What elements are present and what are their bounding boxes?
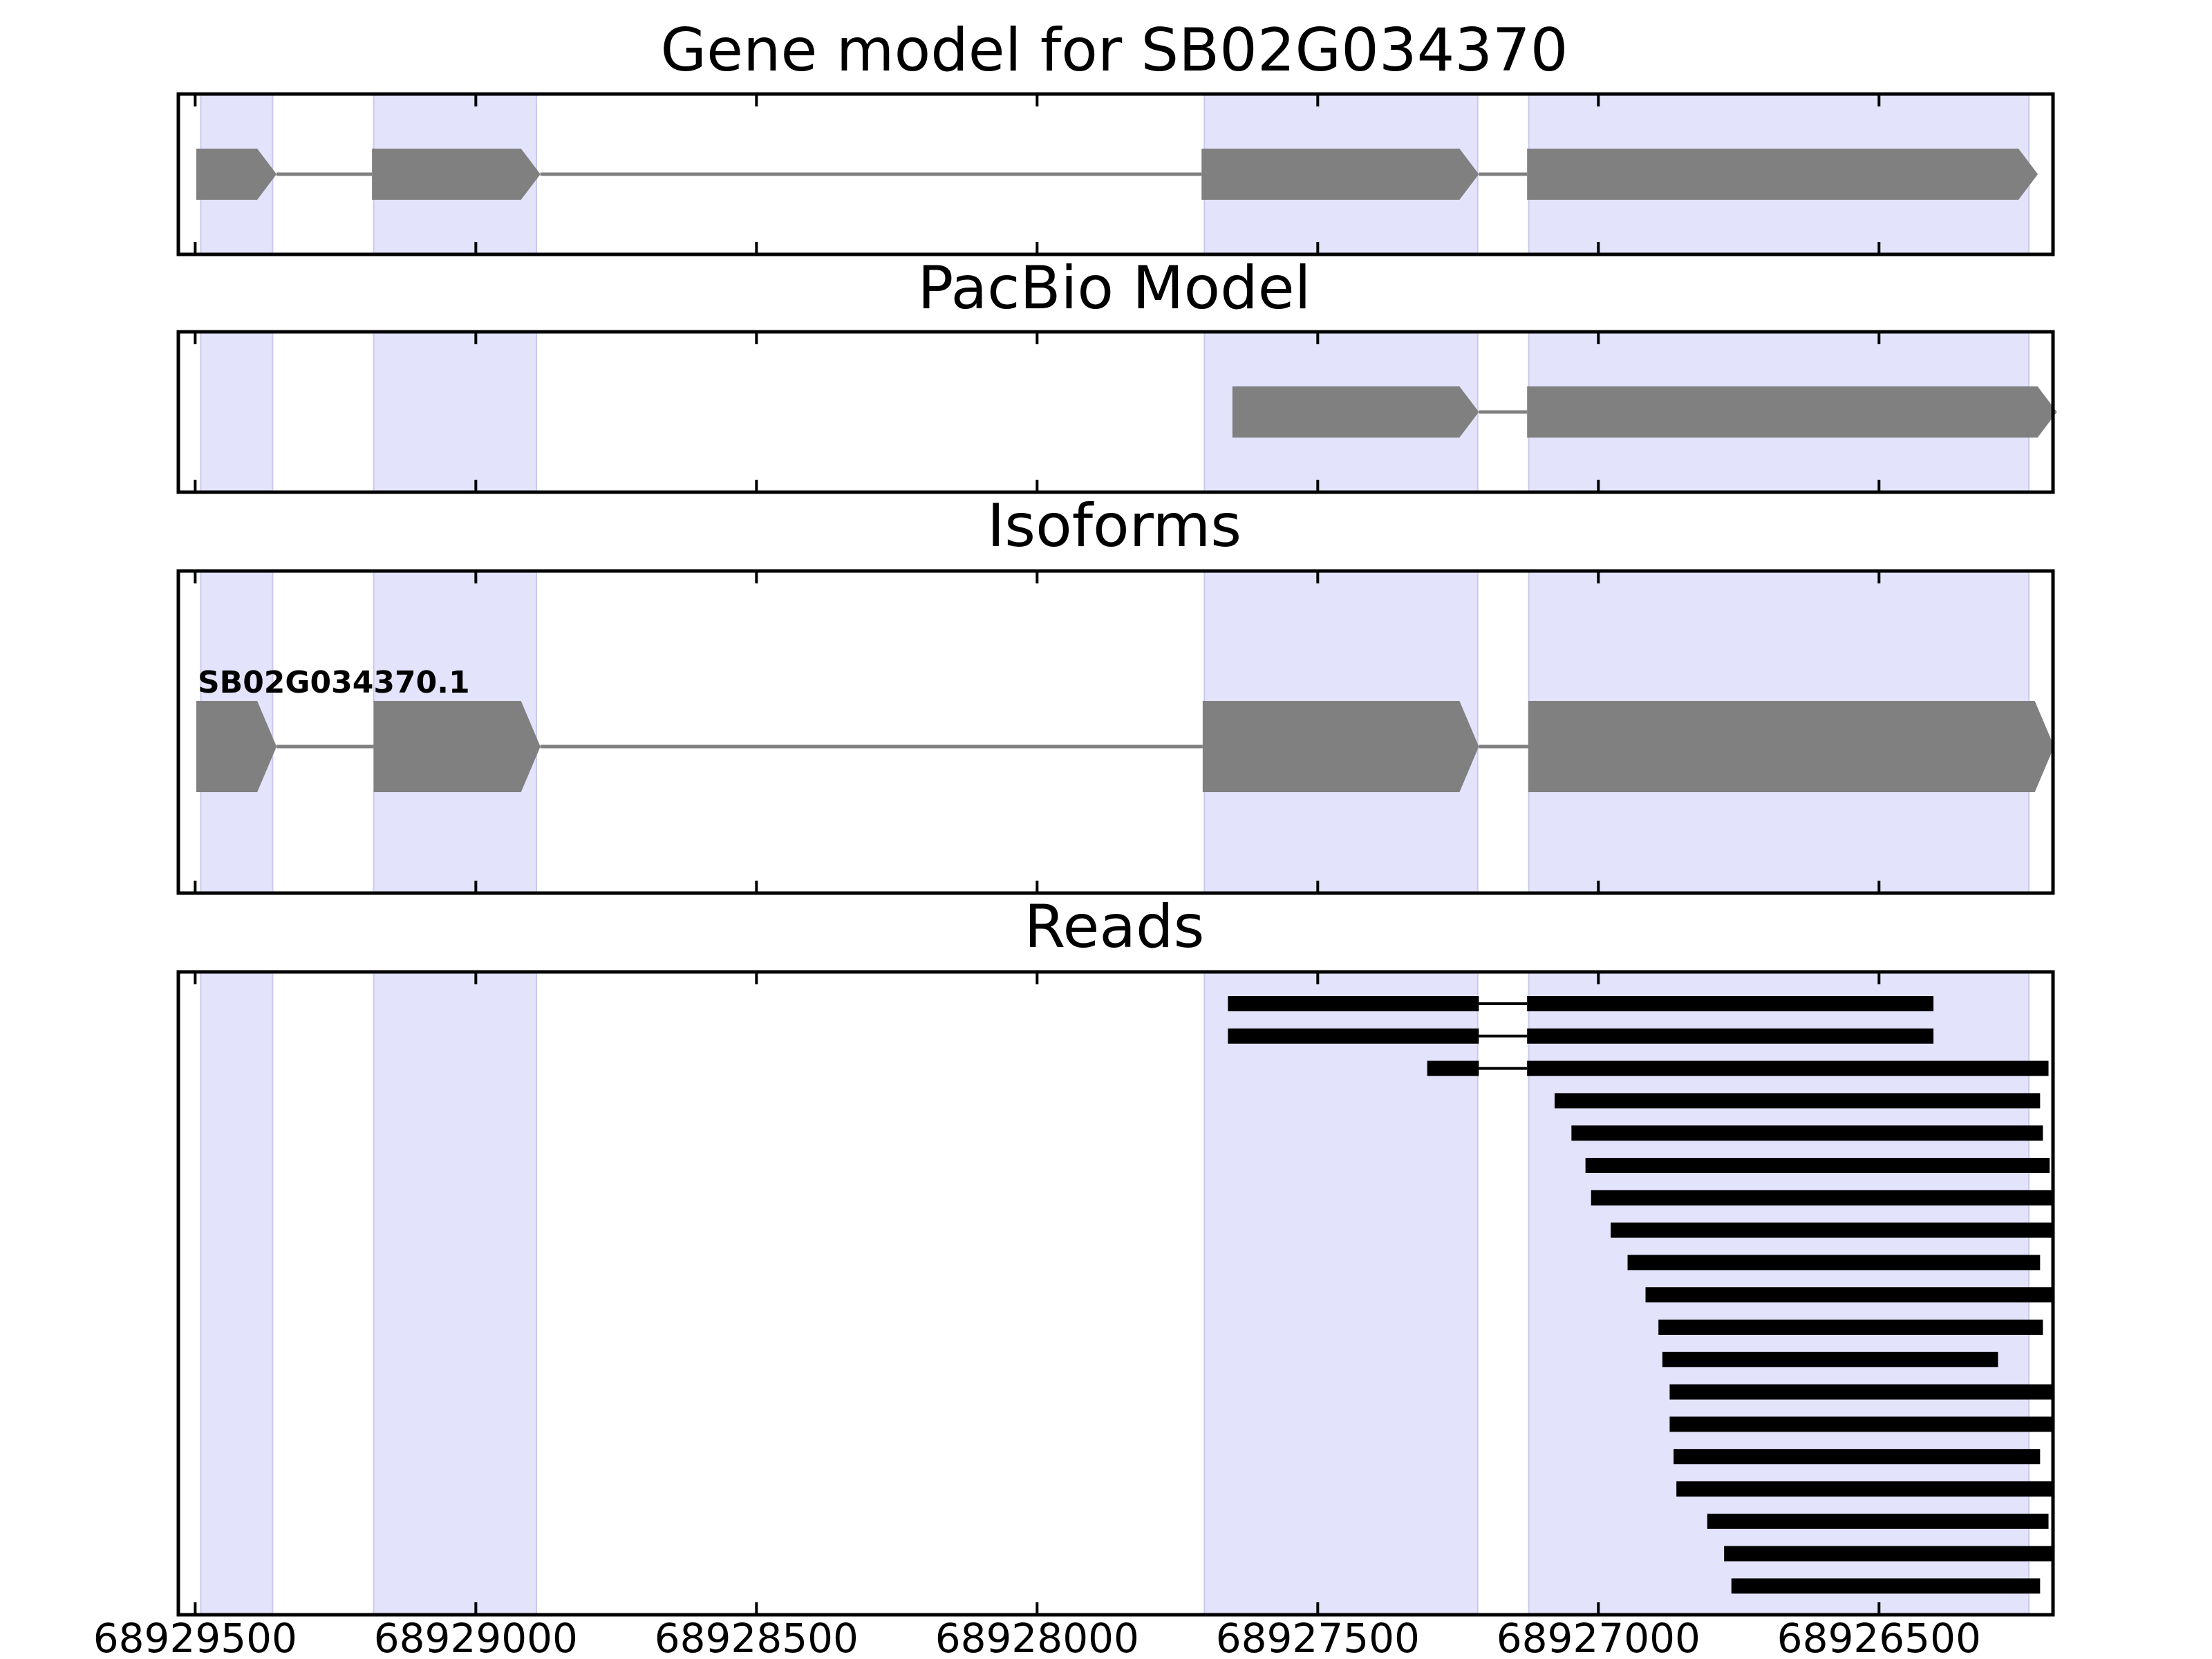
exon-arrow xyxy=(1527,386,2057,438)
exon-arrow xyxy=(1528,701,2054,792)
isoforms-panel: Isoforms SB02G034370.1 xyxy=(176,491,2055,895)
gene-model-title: Gene model for SB02G034370 xyxy=(661,16,1568,85)
read-bar xyxy=(1662,1351,1998,1367)
exon-arrow xyxy=(196,701,277,792)
read-bar xyxy=(1627,1255,2041,1271)
x-tick-label: 68929000 xyxy=(374,1615,578,1659)
x-tick-label: 68928000 xyxy=(935,1615,1139,1659)
exon-region-shade xyxy=(373,331,538,493)
reads-title: Reads xyxy=(1024,892,1205,962)
pacbio-model-title: PacBio Model xyxy=(917,254,1311,323)
exon-arrow xyxy=(1201,149,1479,200)
read-bar xyxy=(1731,1578,2041,1594)
gene-model-panel: Gene model for SB02G034370 xyxy=(176,16,2055,256)
exon-arrow xyxy=(196,149,277,200)
read-bar xyxy=(1585,1158,2050,1173)
x-axis: 68929500 68929000 68928500 68928000 68927500… xyxy=(93,1615,1981,1659)
read-bar xyxy=(1427,1060,1479,1076)
exon-arrow xyxy=(1527,149,2038,200)
exon-arrow xyxy=(1232,386,1479,438)
exon-region-shade xyxy=(200,331,274,493)
exon-arrow xyxy=(1202,701,1479,792)
read-bar xyxy=(1676,1481,2053,1497)
reads-frame xyxy=(176,970,2055,1617)
read-bar xyxy=(1527,1060,2049,1076)
x-tick-label: 68926500 xyxy=(1777,1615,1981,1659)
isoforms-title: Isoforms xyxy=(987,491,1241,561)
read-bar xyxy=(1527,1028,1934,1044)
read-bar xyxy=(1669,1384,2053,1400)
read-bar xyxy=(1669,1416,2053,1432)
read-bar xyxy=(1527,996,1934,1011)
read-bar xyxy=(1571,1125,2043,1141)
pacbio-model-frame xyxy=(176,330,2055,494)
reads-panel: Reads xyxy=(176,892,2055,1617)
read-bar xyxy=(1645,1287,2053,1303)
isoform-label: SB02G034370.1 xyxy=(198,665,470,700)
x-tick-label: 68928500 xyxy=(655,1615,859,1659)
isoforms-frame xyxy=(176,569,2055,895)
read-bar xyxy=(1707,1513,2049,1529)
exon-region-shade xyxy=(1203,971,1479,1615)
read-bar xyxy=(1228,996,1479,1011)
x-tick-label: 68929500 xyxy=(93,1615,297,1659)
x-tick-label: 68927000 xyxy=(1497,1615,1700,1659)
read-bar xyxy=(1658,1320,2043,1335)
read-bar xyxy=(1591,1190,2053,1206)
exon-arrow xyxy=(373,701,541,792)
read-bar xyxy=(1724,1546,2053,1562)
gene-model-frame xyxy=(176,92,2055,256)
pacbio-model-panel: PacBio Model xyxy=(176,254,2057,494)
exon-arrow xyxy=(372,149,541,200)
read-bar xyxy=(1611,1222,2053,1238)
exon-region-shade xyxy=(373,971,538,1615)
exon-region-shade xyxy=(200,971,274,1615)
read-bar xyxy=(1674,1449,2041,1465)
x-tick-label: 68927500 xyxy=(1216,1615,1420,1659)
read-bar xyxy=(1228,1028,1479,1044)
read-bar xyxy=(1554,1093,2041,1109)
